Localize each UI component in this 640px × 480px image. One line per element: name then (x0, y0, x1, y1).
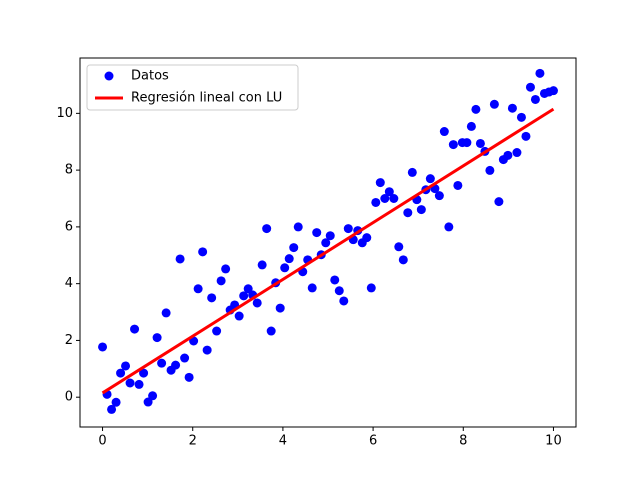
point (512, 148, 522, 158)
y-tick-label: 2 (65, 333, 73, 348)
point (111, 397, 121, 407)
point (152, 333, 162, 343)
point (216, 276, 226, 286)
point (175, 254, 185, 264)
legend-label: Datos (131, 69, 169, 84)
legend-box (86, 64, 299, 111)
y-tick-label: 8 (65, 163, 73, 178)
x-tick-label: 10 (545, 434, 562, 449)
point (221, 264, 231, 274)
y-tick-label: 6 (65, 219, 73, 234)
point (339, 296, 349, 306)
point (116, 368, 126, 378)
point (425, 174, 435, 184)
point (489, 99, 499, 109)
point (252, 298, 262, 308)
legend-marker (104, 71, 114, 81)
point (125, 378, 135, 388)
point (403, 208, 413, 218)
point (394, 242, 404, 252)
x-tick-label: 2 (189, 434, 197, 449)
point (521, 131, 531, 141)
point (448, 140, 458, 150)
point (325, 231, 335, 241)
point (184, 372, 194, 382)
point (148, 391, 158, 401)
point (321, 238, 331, 248)
point (207, 293, 217, 303)
point (398, 255, 408, 265)
x-tick-label: 6 (369, 434, 377, 449)
x-tick-label: 0 (98, 434, 106, 449)
point (98, 342, 108, 352)
point (312, 228, 322, 238)
point (280, 263, 290, 273)
point (130, 324, 140, 334)
point (161, 308, 171, 318)
point (262, 224, 272, 234)
point (548, 86, 558, 96)
point (121, 361, 131, 371)
line (101, 107, 555, 395)
point (371, 197, 381, 207)
point (275, 303, 285, 313)
point (107, 404, 117, 414)
point (444, 222, 454, 232)
point (384, 187, 394, 197)
y-tick-label: 10 (56, 106, 73, 121)
point (202, 345, 212, 355)
y-tick-label: 4 (65, 276, 73, 291)
point (507, 103, 517, 113)
point (289, 243, 299, 253)
point (366, 283, 376, 293)
point (375, 178, 385, 188)
plot-frame (79, 57, 577, 428)
y-tick-label: 0 (65, 390, 73, 405)
point (266, 326, 276, 336)
point (362, 233, 372, 243)
point (462, 138, 472, 148)
point (193, 284, 203, 294)
point (407, 167, 417, 177)
point (343, 224, 353, 234)
point (180, 353, 190, 363)
point (516, 112, 526, 122)
point (198, 247, 208, 257)
point (389, 194, 399, 204)
point (535, 68, 545, 78)
point (466, 121, 476, 131)
point (530, 94, 540, 104)
point (434, 191, 444, 201)
x-tick-label: 8 (459, 434, 467, 449)
point (139, 368, 149, 378)
point (293, 222, 303, 232)
point (330, 275, 340, 285)
x-tick-label: 4 (279, 434, 287, 449)
point (143, 397, 153, 407)
point (284, 254, 294, 264)
point (171, 360, 181, 370)
point (471, 104, 481, 114)
point (380, 194, 390, 204)
point (257, 260, 267, 270)
point (243, 284, 253, 294)
point (307, 283, 317, 293)
point (475, 138, 485, 148)
point (239, 291, 249, 301)
point (234, 311, 244, 321)
point (212, 326, 222, 336)
point (525, 82, 535, 92)
point (334, 286, 344, 296)
point (439, 127, 449, 137)
point (503, 150, 513, 160)
point (157, 358, 167, 368)
point (494, 197, 504, 207)
legend-label: Regresión lineal con LU (131, 91, 282, 106)
point (416, 205, 426, 215)
point (485, 165, 495, 175)
point (134, 379, 144, 389)
point (453, 180, 463, 190)
